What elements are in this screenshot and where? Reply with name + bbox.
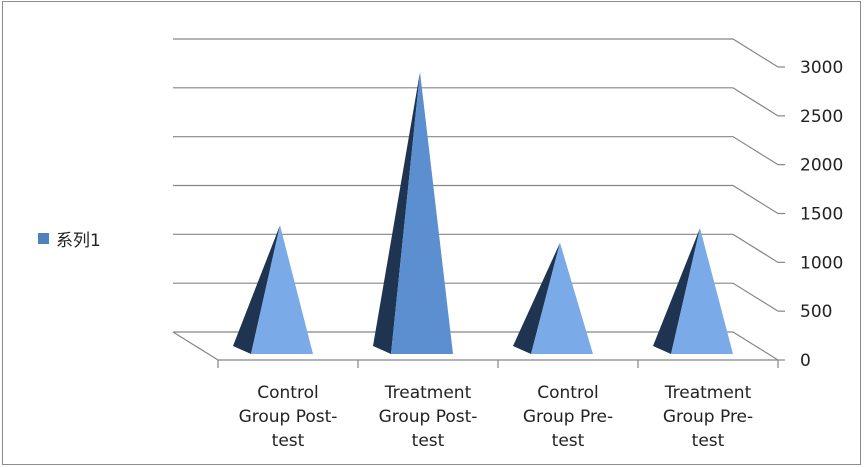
legend-swatch <box>38 233 49 244</box>
x-tick-label: test <box>552 431 585 451</box>
y-tick-label: 1000 <box>800 253 843 273</box>
bar-2 <box>373 71 453 354</box>
x-tick-label: Group Pre- <box>663 407 753 427</box>
bar-front-face <box>671 228 733 354</box>
legend: 系列1 <box>38 231 101 251</box>
bar-side-face <box>653 228 700 354</box>
gridlines <box>172 38 779 361</box>
bar-4 <box>653 228 733 354</box>
bars <box>233 71 733 354</box>
gridline <box>173 282 779 312</box>
gridline <box>173 184 779 215</box>
legend-label: 系列1 <box>56 231 101 251</box>
y-tick-label: 2500 <box>800 107 843 127</box>
x-tick-label: Group Post- <box>379 407 478 427</box>
bar-1 <box>233 225 313 354</box>
gridline <box>173 331 779 361</box>
gridline <box>173 87 779 117</box>
bar-front-face <box>391 71 453 354</box>
x-tick-label: Group Post- <box>239 407 338 427</box>
axes: 0 500 1000 1500 2000 2500 3000 Control Group Pos… <box>217 58 843 451</box>
y-tick-label: 1500 <box>800 205 843 225</box>
gridline <box>173 38 779 68</box>
x-tick-label: test <box>412 431 445 451</box>
x-tick-label: Control <box>257 383 318 403</box>
bar-side-face <box>373 71 420 354</box>
x-tick-label: Treatment <box>384 383 472 403</box>
bar-side-face <box>513 242 560 354</box>
bar-front-face <box>531 242 593 354</box>
gridline <box>173 136 779 166</box>
pyramid-bar-chart: 0 500 1000 1500 2000 2500 3000 Control Group Pos… <box>38 38 843 451</box>
x-tick-label: Group Pre- <box>523 407 613 427</box>
y-tick-label: 500 <box>800 302 832 322</box>
gridline <box>173 233 779 263</box>
bar-side-face <box>233 225 280 354</box>
y-tick-label: 0 <box>800 351 811 371</box>
x-tick-label: Control <box>537 383 598 403</box>
bar-front-face <box>251 225 313 354</box>
bar-3 <box>513 242 593 354</box>
x-tick-label: Treatment <box>664 383 752 403</box>
y-tick-label: 2000 <box>800 156 843 176</box>
x-tick-label: test <box>692 431 725 451</box>
x-tick-label: test <box>272 431 305 451</box>
y-tick-label: 3000 <box>800 58 843 78</box>
